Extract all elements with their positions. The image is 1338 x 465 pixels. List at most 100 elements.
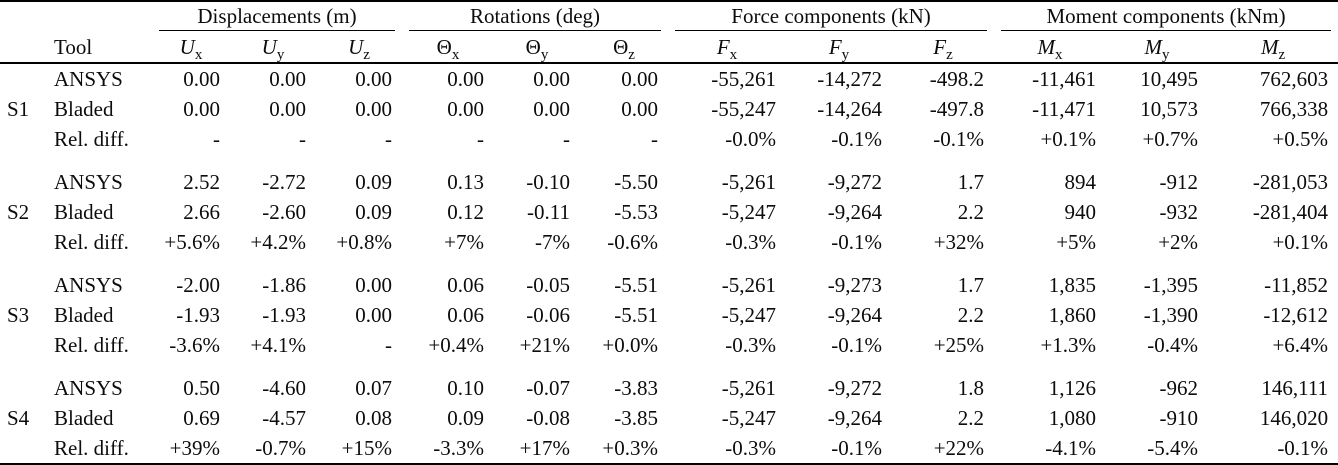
section-label: S3 [7,302,30,327]
var-subscript: z [1278,46,1286,63]
value-cell: 0.12 [447,199,484,224]
group-spacer [0,257,1338,270]
section-label [0,270,52,300]
section-label: S1 [7,96,30,121]
value-cell: 0.00 [183,96,220,121]
value-cell: +0.1% [1040,126,1097,151]
section-label [0,373,52,403]
table-row: Rel. diff. - - - - - - -0.0% -0.1% -0.1% +0.1% +0.7… [0,124,1338,154]
value-cell: -0.10 [526,169,570,194]
value-cell: -0.08 [526,405,570,430]
value-cell: -1.86 [262,272,306,297]
value-cell: 940 [1064,199,1097,224]
value-cell: -2.00 [176,272,220,297]
value-cell: -7% [535,229,570,254]
value-cell: 1.7 [957,169,985,194]
value-cell: -0.1% [831,229,883,254]
value-cell: -9,264 [827,405,883,430]
var-subscript: z [946,46,953,63]
value-cell: 146,111 [1261,375,1329,400]
value-cell: -5,261 [721,272,777,297]
spacer-cell [0,257,1338,270]
value-cell: 1,860 [1048,302,1097,327]
value-cell: -1.93 [176,302,220,327]
value-cell: -3.6% [169,332,220,357]
value-cell: +7% [444,229,484,254]
value-cell: 0.10 [447,375,484,400]
value-cell: 2.2 [957,405,985,430]
group-spacer [0,154,1338,167]
var-symbol: U [348,34,364,59]
value-cell: -9,272 [827,169,883,194]
table-row: Rel. diff. -3.6% +4.1% - +0.4% +21% +0.0% -0.3%… [0,330,1338,360]
value-cell: -5,247 [721,405,777,430]
value-cell: -0.3% [725,332,777,357]
var-symbol: M [1144,34,1163,59]
var-symbol: F [716,34,730,59]
value-cell: 0.09 [355,169,392,194]
value-cell: +39% [169,435,220,460]
table-row: S2 Bladed 2.66 -2.60 0.09 0.12 -0.11 -5.53 -5,24… [0,197,1338,227]
group-header-displacements: Displacements (m) [152,1,402,32]
value-cell: 0.13 [447,169,484,194]
value-cell: +5% [1056,229,1097,254]
section-label: S4 [7,405,30,430]
value-cell: -4.1% [1045,435,1097,460]
value-cell: -5,247 [721,302,777,327]
value-cell: -0.11 [527,199,570,224]
value-cell: -3.85 [614,405,659,430]
value-cell: 0.50 [183,375,220,400]
var-symbol: M [1260,34,1279,59]
value-cell: 0.00 [183,66,220,91]
value-cell: -55,247 [711,96,777,121]
value-cell: 0.69 [183,405,220,430]
value-cell: -5.4% [1147,435,1199,460]
value-cell: 0.00 [355,66,392,91]
value-cell: -0.6% [607,229,659,254]
section-label: S2 [7,199,30,224]
value-cell: -5,261 [721,375,777,400]
value-cell: 0.00 [447,66,484,91]
var-symbol: F [828,34,842,59]
value-cell: -55,261 [711,66,777,91]
var-symbol: F [933,34,947,59]
section-label [0,124,52,154]
value-cell: 0.08 [355,405,392,430]
col-header-ux: Ux [152,32,230,64]
value-cell: -4.60 [262,375,306,400]
value-cell: -11,852 [1264,272,1329,297]
value-cell: -9,273 [827,272,883,297]
value-cell: -9,264 [827,199,883,224]
table-row: S1 Bladed 0.00 0.00 0.00 0.00 0.00 0.00 -55,247 -… [0,94,1338,124]
value-cell: - [385,332,392,357]
value-cell: -3.83 [614,375,659,400]
value-cell: +0.7% [1142,126,1199,151]
value-cell: -12,612 [1263,302,1329,327]
value-cell: -2.60 [262,199,306,224]
value-cell: 0.07 [355,375,392,400]
value-cell: 0.00 [533,66,570,91]
col-header-fx: Fx [668,32,787,64]
col-header-uz: Uz [316,32,402,64]
value-cell: -5,261 [721,169,777,194]
group-header-label: Moment components (kNm) [1001,4,1332,31]
group-spacer [0,360,1338,373]
tool-cell: ANSYS [54,375,123,400]
section-label [0,227,52,257]
col-header-thetay: Θy [494,32,580,64]
col-header-uy: Uy [230,32,316,64]
tool-column-header: Tool [52,32,152,64]
group-header-label: Displacements (m) [159,4,395,31]
table-row: ANSYS 0.50 -4.60 0.07 0.10 -0.07 -3.83 -5,261 -9… [0,373,1338,403]
var-symbol: M [1037,34,1056,59]
col-header-my: My [1106,32,1209,64]
value-cell: 0.00 [355,272,392,297]
value-cell: 1,080 [1048,405,1097,430]
table-row: Rel. diff. +39% -0.7% +15% -3.3% +17% +0.3% -0.… [0,433,1338,464]
var-subscript: x [1055,46,1063,63]
value-cell: -4.57 [262,405,306,430]
col-header-mz: Mz [1208,32,1338,64]
table-row: S4 Bladed 0.69 -4.57 0.08 0.09 -0.08 -3.85 -5,24… [0,403,1338,433]
